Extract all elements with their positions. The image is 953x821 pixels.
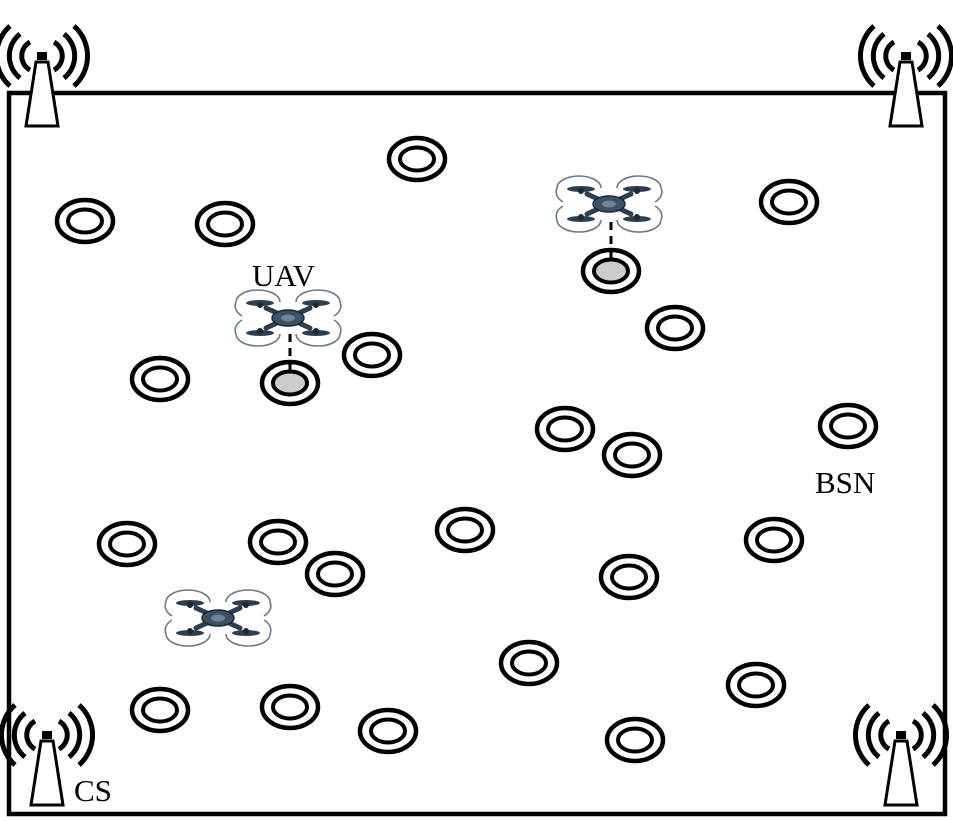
uav-label: UAV <box>252 258 316 293</box>
uav-drone <box>165 590 271 646</box>
tower-bottom-right <box>855 705 946 805</box>
tower-top-left <box>0 26 88 126</box>
uav-drone <box>235 290 341 346</box>
sensor-node <box>132 358 188 400</box>
tower-top-right <box>860 26 951 126</box>
sensor-node <box>437 509 493 551</box>
sensor-node <box>57 200 113 242</box>
sensor-node <box>389 138 445 180</box>
sensor-node <box>360 710 416 752</box>
sensor-node <box>601 556 657 598</box>
sensor-node <box>132 689 188 731</box>
bsn-label: BSN <box>815 465 875 500</box>
sensor-node <box>537 408 593 450</box>
sensor-node <box>746 519 802 561</box>
sensor-node <box>604 434 660 476</box>
sensor-node <box>344 334 400 376</box>
field-boundary <box>6 90 948 817</box>
sensor-node <box>647 307 703 349</box>
sensor-node <box>250 521 306 563</box>
sensor-node <box>197 203 253 245</box>
uav-drone <box>556 176 662 232</box>
sensor-node <box>99 523 155 565</box>
sensor-node <box>607 719 663 761</box>
sensor-node <box>728 664 784 706</box>
sensor-node <box>761 181 817 223</box>
cs-label: CS <box>74 773 112 808</box>
sensor-node <box>262 686 318 728</box>
sensor-node <box>501 642 557 684</box>
sensor-node <box>307 553 363 595</box>
sensor-node <box>820 405 876 447</box>
